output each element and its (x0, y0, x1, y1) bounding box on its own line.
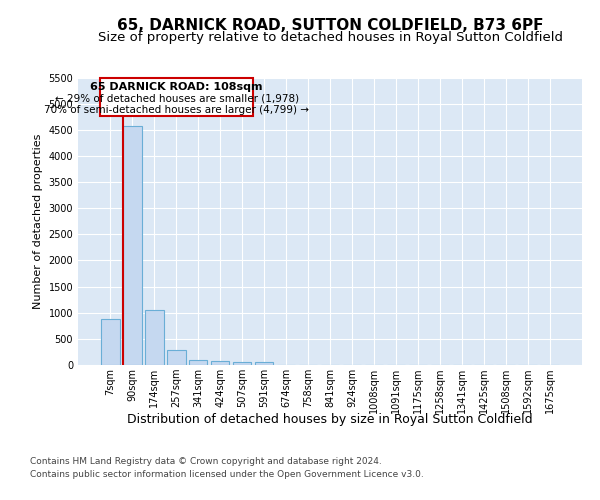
Text: Contains public sector information licensed under the Open Government Licence v3: Contains public sector information licen… (30, 470, 424, 479)
Bar (145, 310, 164, 365)
Text: Distribution of detached houses by size in Royal Sutton Coldfield: Distribution of detached houses by size … (127, 412, 533, 426)
Text: Size of property relative to detached houses in Royal Sutton Coldfield: Size of property relative to detached ho… (97, 31, 563, 44)
Bar (101, 319, 119, 365)
Bar (123, 126, 142, 365)
Text: 65 DARNICK ROAD: 108sqm: 65 DARNICK ROAD: 108sqm (91, 82, 263, 92)
Bar (255, 362, 274, 365)
Bar (189, 360, 208, 365)
Bar (100, 78, 253, 116)
Bar (167, 350, 185, 365)
Text: 70% of semi-detached houses are larger (4,799) →: 70% of semi-detached houses are larger (… (44, 104, 309, 115)
Text: Contains HM Land Registry data © Crown copyright and database right 2024.: Contains HM Land Registry data © Crown c… (30, 458, 382, 466)
Bar (233, 362, 251, 365)
Y-axis label: Number of detached properties: Number of detached properties (33, 134, 43, 309)
Text: ← 29% of detached houses are smaller (1,978): ← 29% of detached houses are smaller (1,… (55, 94, 299, 104)
Text: 65, DARNICK ROAD, SUTTON COLDFIELD, B73 6PF: 65, DARNICK ROAD, SUTTON COLDFIELD, B73 … (117, 18, 543, 32)
Bar (211, 360, 229, 365)
